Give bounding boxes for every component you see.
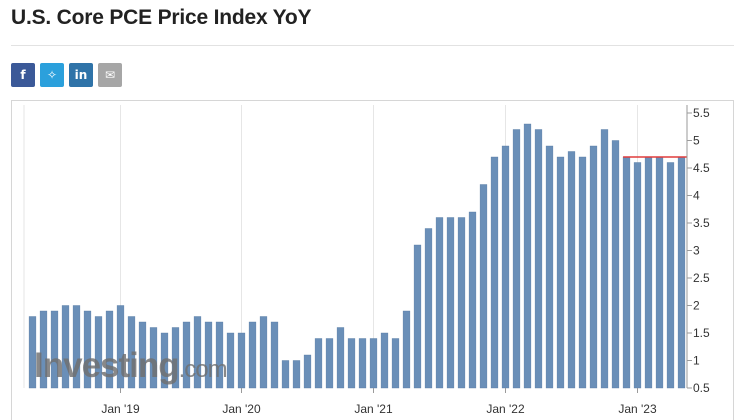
bar bbox=[534, 129, 543, 389]
bar bbox=[105, 310, 114, 389]
bar bbox=[303, 354, 312, 389]
bar bbox=[325, 338, 334, 389]
y-tick-label: 1 bbox=[693, 354, 700, 368]
y-tick-label: 4 bbox=[693, 189, 700, 203]
bar bbox=[50, 310, 59, 389]
bar bbox=[61, 305, 70, 389]
bar bbox=[457, 217, 466, 389]
x-tick-label: Jan '21 bbox=[354, 402, 393, 416]
y-axis: 0.5 1 1.5 2 2.5 3 3.5 4 4.5 5 5.5 bbox=[687, 106, 710, 395]
y-tick-label: 2.5 bbox=[693, 271, 710, 285]
share-buttons: f ✧ in ✉ bbox=[11, 63, 122, 87]
bar bbox=[435, 217, 444, 389]
bar bbox=[347, 338, 356, 389]
y-tick-label: 1.5 bbox=[693, 326, 710, 340]
linkedin-share-button[interactable]: in bbox=[69, 63, 93, 87]
bar bbox=[83, 310, 92, 389]
bar bbox=[358, 338, 367, 389]
email-share-button[interactable]: ✉ bbox=[98, 63, 122, 87]
bar bbox=[512, 129, 521, 389]
bar bbox=[160, 332, 169, 389]
bar bbox=[248, 321, 257, 389]
bar-series bbox=[28, 123, 686, 389]
bar bbox=[204, 321, 213, 389]
y-tick-label: 4.5 bbox=[693, 161, 710, 175]
bar bbox=[237, 332, 246, 389]
bar bbox=[314, 338, 323, 389]
bar bbox=[226, 332, 235, 389]
bar bbox=[501, 145, 510, 389]
bar bbox=[281, 360, 290, 389]
watermark-logo: Investing.com bbox=[34, 346, 227, 385]
x-tick-label: Jan '19 bbox=[101, 402, 140, 416]
twitter-share-button[interactable]: ✧ bbox=[40, 63, 64, 87]
bar bbox=[259, 316, 268, 389]
bar bbox=[292, 360, 301, 389]
watermark: Investing.com bbox=[34, 346, 228, 385]
bar bbox=[413, 244, 422, 389]
bar bbox=[138, 321, 147, 389]
bar bbox=[28, 316, 37, 389]
bar bbox=[270, 321, 279, 389]
page-title: U.S. Core PCE Price Index YoY bbox=[11, 6, 312, 29]
bar bbox=[611, 140, 620, 389]
bar bbox=[545, 145, 554, 389]
bar bbox=[380, 332, 389, 389]
x-tick-label: Jan '23 bbox=[618, 402, 657, 416]
bar bbox=[666, 162, 675, 389]
bar bbox=[523, 123, 532, 389]
bar bbox=[215, 321, 224, 389]
bar bbox=[468, 211, 477, 389]
bar bbox=[182, 321, 191, 389]
bar bbox=[446, 217, 455, 389]
x-tick-label: Jan '20 bbox=[222, 402, 261, 416]
bar bbox=[578, 156, 587, 389]
y-tick-label: 5.5 bbox=[693, 106, 710, 120]
bar bbox=[369, 338, 378, 389]
bar bbox=[391, 338, 400, 389]
bar bbox=[677, 156, 686, 389]
bar bbox=[149, 327, 158, 389]
bar bbox=[633, 162, 642, 389]
title-divider bbox=[11, 45, 734, 46]
bar bbox=[556, 156, 565, 389]
bar bbox=[402, 310, 411, 389]
facebook-share-button[interactable]: f bbox=[11, 63, 35, 87]
bar bbox=[567, 151, 576, 389]
bar bbox=[644, 156, 653, 389]
x-axis: Jan '19 Jan '20 Jan '21 Jan '22 Jan '23 bbox=[101, 388, 657, 416]
y-tick-label: 3 bbox=[693, 244, 700, 258]
bar bbox=[336, 327, 345, 389]
bar bbox=[171, 327, 180, 389]
x-tick-label: Jan '22 bbox=[486, 402, 525, 416]
y-tick-label: 2 bbox=[693, 299, 700, 313]
y-tick-label: 0.5 bbox=[693, 381, 710, 395]
y-tick-label: 5 bbox=[693, 134, 700, 148]
bar bbox=[479, 184, 488, 389]
bar bbox=[600, 129, 609, 389]
bar bbox=[424, 228, 433, 389]
bar bbox=[193, 316, 202, 389]
bar bbox=[655, 156, 664, 389]
bar bbox=[490, 156, 499, 389]
bar bbox=[39, 310, 48, 389]
bar bbox=[589, 145, 598, 389]
bar bbox=[622, 156, 631, 389]
bar bbox=[72, 305, 81, 389]
bar bbox=[127, 316, 136, 389]
bar bbox=[94, 316, 103, 389]
y-tick-label: 3.5 bbox=[693, 216, 710, 230]
